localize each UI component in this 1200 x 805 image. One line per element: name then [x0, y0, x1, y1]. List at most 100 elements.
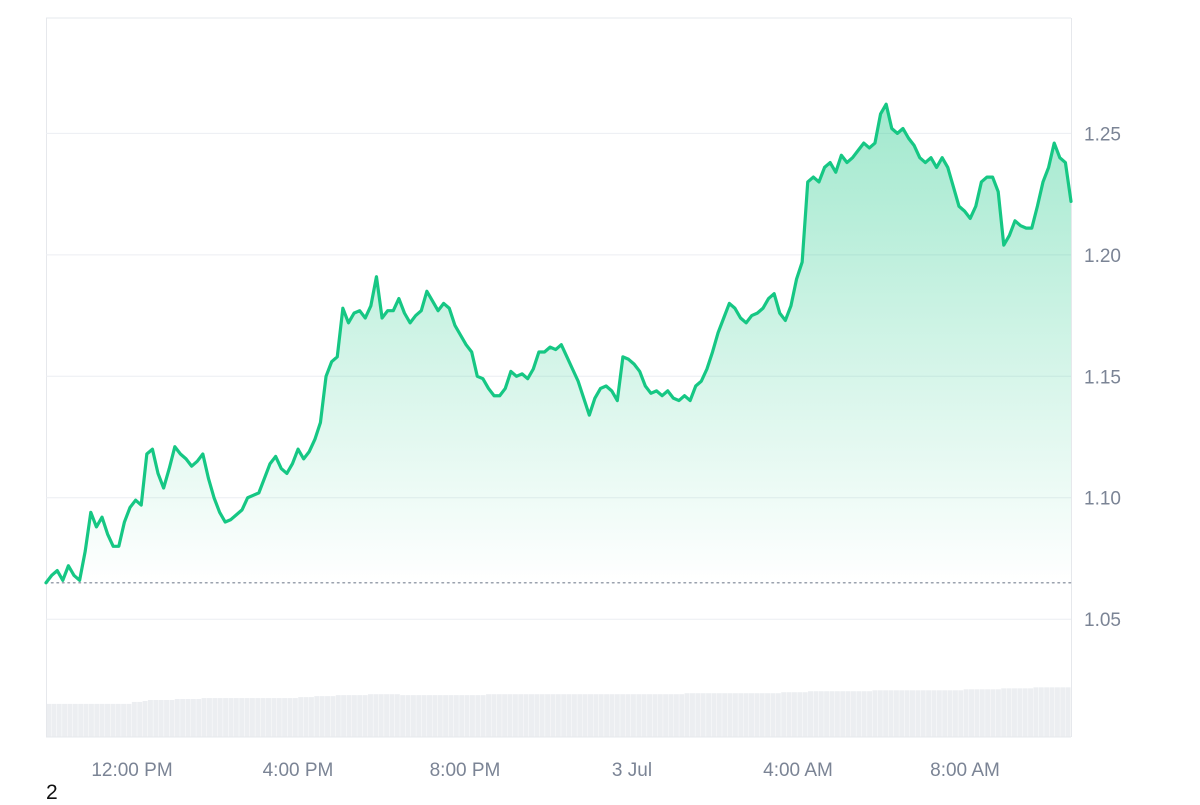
price-point[interactable]	[704, 366, 710, 372]
price-point[interactable]	[233, 512, 239, 518]
price-point[interactable]	[116, 543, 122, 549]
price-point[interactable]	[950, 184, 956, 190]
price-point[interactable]	[334, 354, 340, 360]
price-point[interactable]	[452, 322, 458, 328]
price-point[interactable]	[205, 475, 211, 481]
price-point[interactable]	[401, 310, 407, 316]
price-point[interactable]	[603, 383, 609, 389]
price-point[interactable]	[586, 412, 592, 418]
price-point[interactable]	[861, 140, 867, 146]
price-point[interactable]	[329, 359, 335, 365]
price-point[interactable]	[749, 313, 755, 319]
price-point[interactable]	[738, 315, 744, 321]
price-point[interactable]	[564, 354, 570, 360]
price-point[interactable]	[710, 349, 716, 355]
price-point[interactable]	[766, 296, 772, 302]
price-point[interactable]	[956, 203, 962, 209]
price-point[interactable]	[659, 393, 665, 399]
price-point[interactable]	[480, 376, 486, 382]
price-point[interactable]	[726, 300, 732, 306]
price-point[interactable]	[211, 495, 217, 501]
price-point[interactable]	[558, 342, 564, 348]
price-point[interactable]	[620, 354, 626, 360]
price-point[interactable]	[670, 395, 676, 401]
price-point[interactable]	[1018, 223, 1024, 229]
price-point[interactable]	[435, 308, 441, 314]
price-point[interactable]	[155, 470, 161, 476]
price-point[interactable]	[850, 155, 856, 161]
price-point[interactable]	[441, 300, 447, 306]
price-point[interactable]	[239, 507, 245, 513]
price-point[interactable]	[805, 179, 811, 185]
price-point[interactable]	[1001, 242, 1007, 248]
price-point[interactable]	[301, 456, 307, 462]
price-point[interactable]	[866, 145, 872, 151]
price-point[interactable]	[429, 298, 435, 304]
price-point[interactable]	[373, 274, 379, 280]
price-point[interactable]	[1023, 225, 1029, 231]
price-point[interactable]	[648, 390, 654, 396]
price-point[interactable]	[474, 373, 480, 379]
price-point[interactable]	[687, 398, 693, 404]
price-point[interactable]	[984, 174, 990, 180]
price-point[interactable]	[77, 577, 83, 583]
price-point[interactable]	[245, 495, 251, 501]
price-point[interactable]	[491, 393, 497, 399]
price-point[interactable]	[844, 160, 850, 166]
price-point[interactable]	[995, 189, 1001, 195]
price-point[interactable]	[217, 509, 223, 515]
price-point[interactable]	[138, 502, 144, 508]
price-point[interactable]	[317, 419, 323, 425]
price-point[interactable]	[144, 451, 150, 457]
price-point[interactable]	[513, 373, 519, 379]
price-point[interactable]	[939, 155, 945, 161]
price-point[interactable]	[743, 320, 749, 326]
price-point[interactable]	[60, 577, 66, 583]
price-point[interactable]	[878, 111, 884, 117]
price-point[interactable]	[794, 276, 800, 282]
price-point[interactable]	[715, 330, 721, 336]
price-point[interactable]	[1068, 198, 1074, 204]
price-point[interactable]	[1051, 140, 1057, 146]
price-point[interactable]	[88, 509, 94, 515]
price-point[interactable]	[267, 461, 273, 467]
price-point[interactable]	[161, 485, 167, 491]
price-point[interactable]	[65, 563, 71, 569]
price-point[interactable]	[357, 308, 363, 314]
price-point[interactable]	[121, 519, 127, 525]
price-point[interactable]	[278, 466, 284, 472]
price-point[interactable]	[49, 572, 55, 578]
price-point[interactable]	[973, 203, 979, 209]
price-point[interactable]	[340, 305, 346, 311]
price-point[interactable]	[598, 385, 604, 391]
price-point[interactable]	[519, 371, 525, 377]
price-point[interactable]	[934, 164, 940, 170]
price-point[interactable]	[732, 305, 738, 311]
price-point[interactable]	[289, 461, 295, 467]
price-point[interactable]	[822, 164, 828, 170]
price-point[interactable]	[665, 388, 671, 394]
price-point[interactable]	[222, 519, 228, 525]
price-point[interactable]	[838, 152, 844, 158]
price-point[interactable]	[570, 366, 576, 372]
price-point[interactable]	[228, 517, 234, 523]
price-point[interactable]	[631, 361, 637, 367]
price-point[interactable]	[1057, 155, 1063, 161]
price-point[interactable]	[906, 135, 912, 141]
price-point[interactable]	[900, 126, 906, 132]
price-point[interactable]	[676, 398, 682, 404]
price-point[interactable]	[614, 398, 620, 404]
price-point[interactable]	[1012, 218, 1018, 224]
price-point[interactable]	[698, 378, 704, 384]
price-point[interactable]	[693, 383, 699, 389]
price-point[interactable]	[189, 463, 195, 469]
price-point[interactable]	[637, 368, 643, 374]
price-point[interactable]	[754, 310, 760, 316]
price-point[interactable]	[424, 288, 430, 294]
price-point[interactable]	[799, 259, 805, 265]
price-point[interactable]	[917, 155, 923, 161]
price-point[interactable]	[962, 208, 968, 214]
price-point[interactable]	[654, 388, 660, 394]
price-point[interactable]	[782, 317, 788, 323]
price-point[interactable]	[177, 451, 183, 457]
